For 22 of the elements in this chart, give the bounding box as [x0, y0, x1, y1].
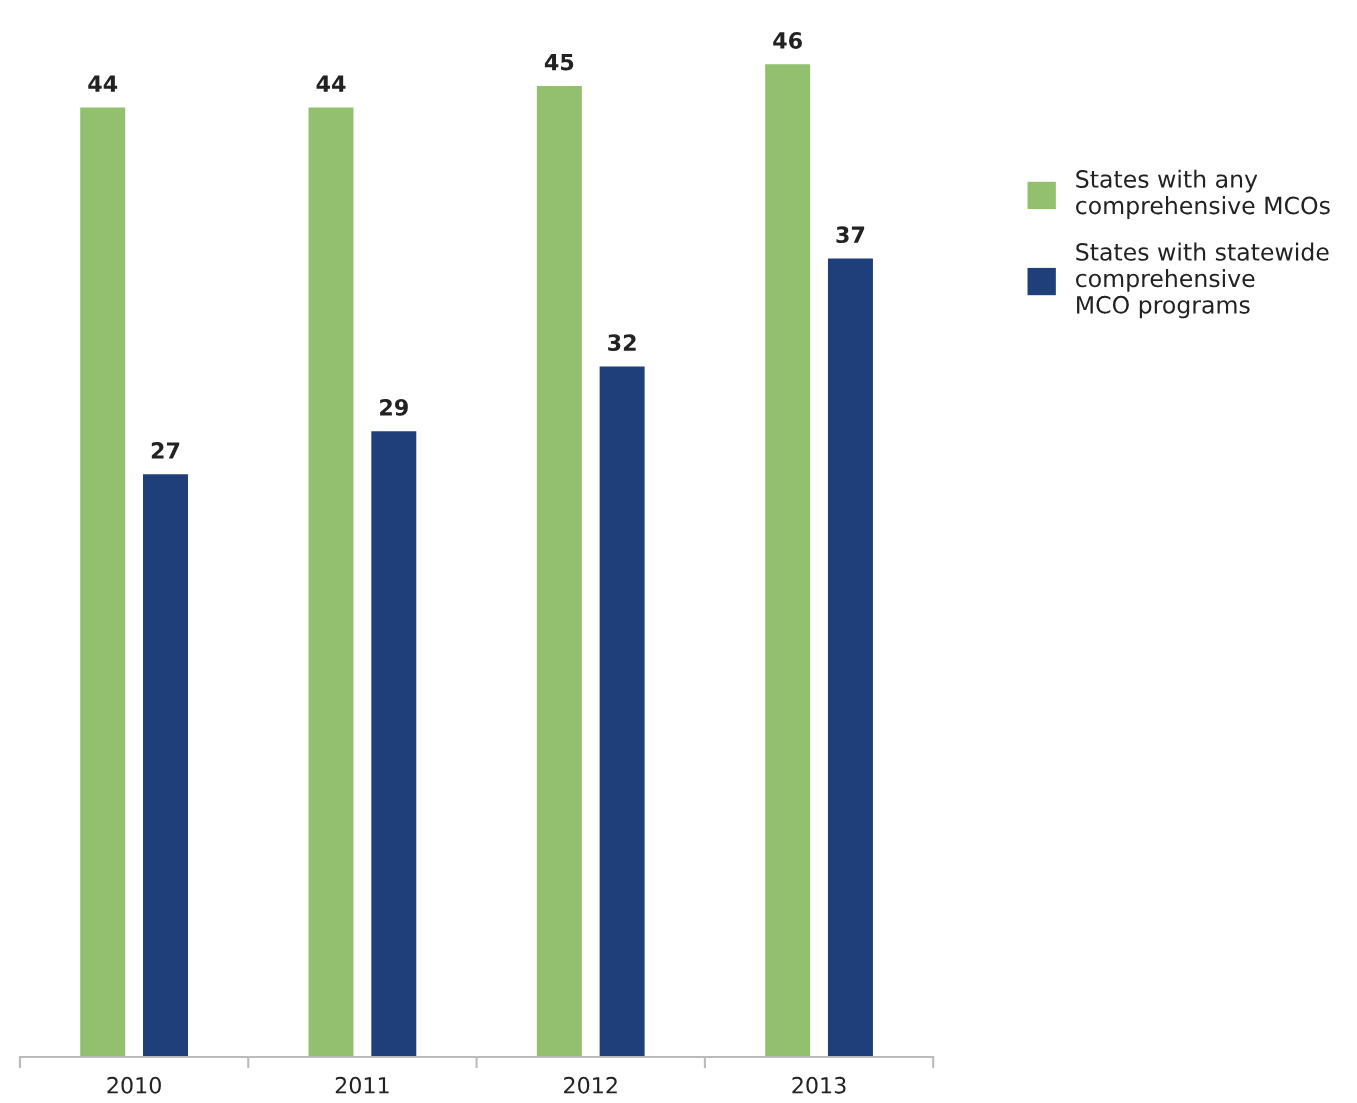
x-tick-label: 2011 [335, 1076, 389, 1094]
data-label: 44 [88, 75, 118, 92]
data-label: 27 [151, 442, 180, 459]
bar [827, 258, 873, 1057]
x-tick-label: 2013 [792, 1076, 846, 1094]
data-label: 45 [544, 53, 574, 71]
x-tick-label: 2010 [107, 1076, 161, 1094]
bar [308, 107, 354, 1057]
bar [536, 85, 582, 1057]
data-label: 32 [608, 334, 636, 352]
bar [599, 366, 645, 1057]
data-label: 44 [316, 75, 346, 92]
bar [80, 107, 126, 1057]
data-label: 46 [773, 32, 802, 49]
legend-label: States with statewide comprehensive MCO programs [1076, 242, 1329, 319]
bar [143, 474, 188, 1057]
x-tick-label: 2012 [564, 1076, 617, 1094]
legend-label: States with any comprehensive MCOs [1076, 169, 1330, 219]
bar [765, 64, 811, 1057]
data-label: 29 [380, 398, 408, 416]
bar [371, 431, 417, 1057]
data-label: 37 [836, 226, 865, 244]
